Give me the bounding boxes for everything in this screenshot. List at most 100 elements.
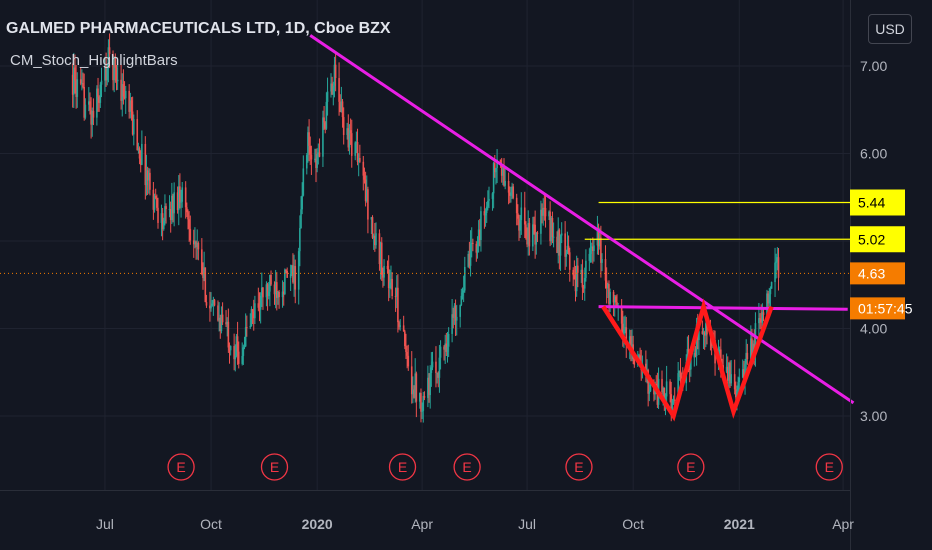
- candle-body: [543, 207, 546, 209]
- candle-body: [443, 346, 445, 350]
- candle-body: [487, 200, 489, 207]
- candle-body: [322, 117, 324, 157]
- candle-body: [181, 187, 184, 202]
- candle-body: [588, 253, 591, 261]
- candle-body: [270, 274, 272, 285]
- candle-body: [573, 275, 576, 280]
- candle-body: [349, 130, 352, 134]
- earnings-marker[interactable]: E: [260, 453, 289, 481]
- candle-body: [339, 101, 342, 112]
- candle-body: [122, 84, 125, 97]
- earnings-marker-circle: [167, 453, 195, 481]
- earnings-marker[interactable]: E: [453, 453, 481, 481]
- candle-body: [526, 238, 528, 245]
- candle-body: [698, 331, 700, 341]
- candle-body: [124, 90, 127, 99]
- price-tag-current-bg: [850, 262, 905, 285]
- earnings-marker[interactable]: E: [565, 453, 593, 481]
- earnings-marker-circle: [453, 453, 481, 481]
- candle-body: [262, 287, 264, 298]
- candle-body: [451, 314, 453, 334]
- candle-body: [406, 351, 408, 356]
- candle-body: [760, 319, 762, 323]
- candle-body: [608, 284, 610, 304]
- earnings-marker[interactable]: E: [815, 453, 843, 481]
- candle-body: [511, 186, 513, 193]
- candle-body: [89, 101, 91, 111]
- candle-body: [162, 220, 165, 230]
- candle-body: [359, 158, 361, 162]
- earnings-marker[interactable]: E: [677, 453, 705, 481]
- candle-body: [460, 295, 463, 306]
- candle-body: [751, 338, 753, 363]
- earnings-marker[interactable]: E: [167, 453, 195, 481]
- candle-body: [90, 110, 92, 125]
- candle-body: [341, 101, 344, 118]
- candle-body: [421, 410, 423, 412]
- chart-title: GALMED PHARMACEUTICALS LTD, 1D, Cboe BZX: [6, 20, 391, 37]
- candle-body: [194, 241, 196, 245]
- price-tag-countdown-bg: [850, 297, 905, 320]
- candle-body: [520, 207, 523, 221]
- currency-button[interactable]: USD: [868, 14, 912, 44]
- time-axis-tick: Jul: [518, 516, 536, 532]
- candle-body: [431, 361, 434, 368]
- price-tag-lower-level: 5.02: [850, 226, 905, 253]
- candle-body: [664, 396, 667, 401]
- candle-body: [736, 390, 738, 398]
- candle-body: [430, 367, 433, 374]
- time-axis-tick: Oct: [200, 516, 222, 532]
- candle-body: [669, 381, 671, 395]
- candle-body: [246, 327, 248, 329]
- candle-body: [115, 67, 118, 82]
- candle-body: [737, 382, 739, 391]
- earnings-marker[interactable]: E: [388, 453, 417, 481]
- candle-body: [776, 257, 779, 262]
- candle-body: [81, 82, 83, 84]
- candles: [71, 33, 780, 423]
- candle-body: [88, 101, 90, 105]
- candle-body: [154, 196, 157, 198]
- candle-body: [527, 223, 530, 245]
- candle-body: [73, 67, 75, 95]
- earnings-marker-label: E: [574, 459, 583, 475]
- candle-body: [455, 316, 458, 321]
- candle-body: [317, 152, 320, 154]
- candle-body: [597, 229, 600, 247]
- candle-body: [250, 309, 253, 327]
- candle-body: [702, 332, 705, 334]
- price-tag-lower-level-text: 5.02: [858, 231, 885, 247]
- candle-body: [278, 291, 280, 298]
- candle-body: [211, 303, 214, 306]
- candle-body: [314, 158, 316, 160]
- candle-body: [535, 232, 538, 245]
- candle-body: [74, 67, 76, 81]
- candle-body: [590, 246, 593, 248]
- earnings-marker-circle: [677, 453, 705, 481]
- candle-body: [583, 277, 586, 289]
- indicator-label[interactable]: CM_Stoch_HighlightBars: [10, 52, 178, 69]
- candle-body: [428, 377, 430, 396]
- trendline: [309, 34, 855, 405]
- candle-body: [653, 385, 655, 395]
- candle-body: [540, 209, 542, 234]
- candle-body: [180, 201, 182, 203]
- candle-body: [136, 119, 139, 151]
- candle-body: [114, 56, 117, 68]
- earnings-marker-label: E: [270, 459, 279, 475]
- candle-body: [173, 192, 175, 214]
- candle-body: [390, 278, 392, 283]
- candle-body: [718, 349, 721, 353]
- candle-body: [282, 291, 285, 295]
- candle-body: [346, 128, 348, 135]
- earnings-marker-label: E: [825, 459, 834, 475]
- candle-body: [387, 269, 390, 289]
- candle-body: [258, 307, 261, 310]
- candle-body: [386, 265, 389, 270]
- candle-body: [394, 296, 397, 298]
- candle-body: [277, 291, 279, 298]
- candle-body: [662, 387, 664, 393]
- candle-body: [236, 336, 239, 352]
- candle-body: [759, 318, 761, 320]
